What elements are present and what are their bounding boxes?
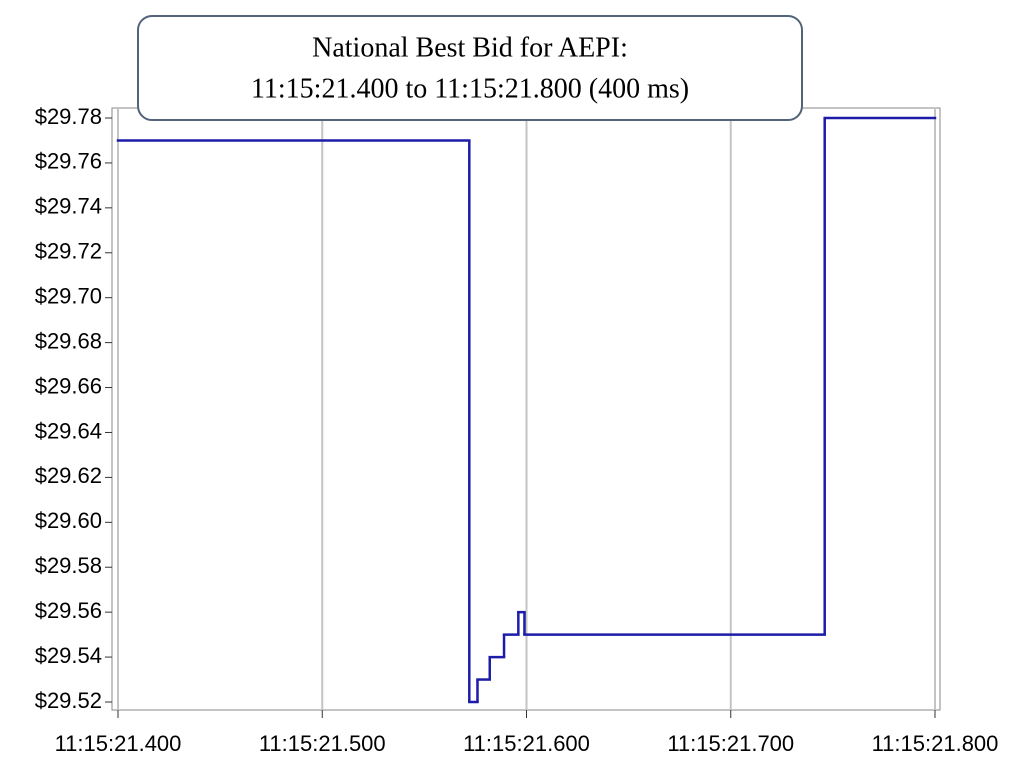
x-tick-label: 11:15:21.500	[259, 731, 386, 756]
chart-title: National Best Bid for AEPI:	[312, 32, 628, 63]
y-tick-label: $29.68	[35, 328, 102, 353]
y-tick-label: $29.76	[35, 149, 102, 174]
x-tick-label: 11:15:21.800	[872, 731, 999, 756]
plot-area	[116, 108, 937, 710]
y-tick-label: $29.62	[35, 463, 102, 488]
x-tick-label: 11:15:21.700	[667, 731, 794, 756]
y-tick-label: $29.66	[35, 373, 102, 398]
y-tick-label: $29.54	[35, 643, 102, 668]
chart-subtitle: 11:15:21.400 to 11:15:21.800 (400 ms)	[251, 73, 689, 104]
y-tick-label: $29.52	[35, 688, 102, 713]
y-tick-label: $29.58	[35, 553, 102, 578]
title-box	[137, 15, 803, 121]
y-tick-label: $29.72	[35, 239, 102, 264]
x-tick-label: 11:15:21.600	[463, 731, 590, 756]
y-tick-label: $29.60	[35, 508, 102, 533]
y-tick-label: $29.74	[35, 194, 102, 219]
y-tick-label: $29.78	[35, 104, 102, 129]
y-tick-label: $29.70	[35, 284, 102, 309]
y-tick-label: $29.64	[35, 418, 102, 443]
y-tick-label: $29.56	[35, 598, 102, 623]
x-tick-label: 11:15:21.400	[55, 731, 182, 756]
